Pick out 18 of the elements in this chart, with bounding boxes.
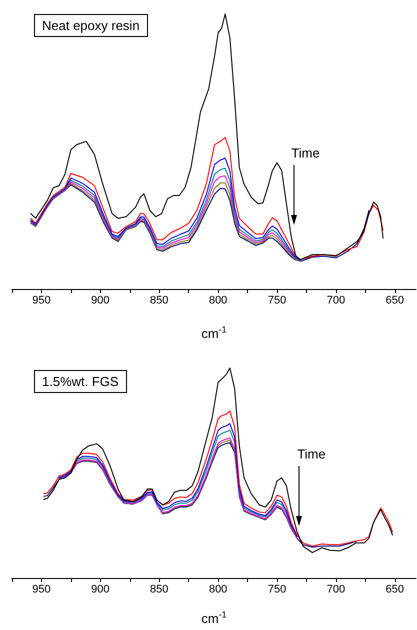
x-tick-label: 850 (150, 584, 168, 596)
x-tick-label: 800 (208, 584, 228, 596)
chart-title: Neat epoxy resin (42, 18, 140, 33)
annotation: Time (297, 446, 326, 461)
x-tick-label: 900 (91, 294, 110, 306)
x-tick-label: 700 (326, 294, 346, 306)
x-tick-label: 850 (150, 294, 168, 306)
x-tick-label: 750 (268, 584, 286, 596)
x-tick-label: 950 (32, 294, 51, 306)
x-tick-label: 700 (326, 584, 346, 596)
x-tick-label: 650 (386, 584, 404, 596)
annotation: Time (291, 145, 320, 160)
x-tick-label: 650 (386, 294, 404, 306)
x-tick-label: 900 (91, 584, 110, 596)
x-tick-label: 750 (268, 294, 286, 306)
x-tick-label: 950 (32, 584, 51, 596)
x-tick-label: 800 (208, 294, 228, 306)
text: 1.5%wt. FGS (42, 374, 119, 389)
